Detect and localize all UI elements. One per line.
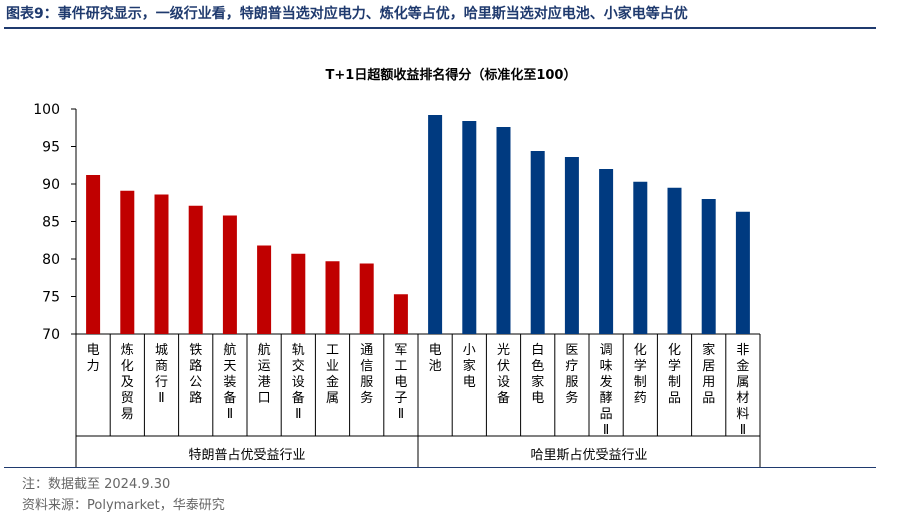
category-label: 调味发酵品 Ⅱ xyxy=(600,343,613,438)
category-label: 电力 xyxy=(87,343,100,374)
category-label: 城商行 Ⅱ xyxy=(155,343,168,406)
y-tick-label: 75 xyxy=(42,290,60,306)
y-tick-label: 95 xyxy=(42,140,60,156)
bar-8 xyxy=(325,261,340,334)
bar-4 xyxy=(188,205,203,334)
category-label: 军工电子 Ⅱ xyxy=(394,343,407,422)
category-label: 非金属材料 Ⅱ xyxy=(736,343,749,438)
category-label: 医疗服务 xyxy=(565,343,578,406)
category-label: 化学制药 xyxy=(634,343,647,406)
category-label: 光伏设备 xyxy=(497,343,510,406)
y-tick-label: 80 xyxy=(42,252,60,268)
category-label: 家居用品 xyxy=(702,342,715,406)
chart-title: T+1日超额收益排名得分（标准化至100） xyxy=(325,68,577,83)
group-label: 特朗普占优受益行业 xyxy=(188,448,305,463)
category-label: 化学制品 xyxy=(668,343,681,406)
figure-title: 图表9：事件研究显示，一级行业看，特朗普当选对应电力、炼化等占优，哈里斯当选对应… xyxy=(6,6,688,22)
category-label: 炼化及贸易 xyxy=(121,343,134,422)
bar-7 xyxy=(291,253,306,334)
bar-5 xyxy=(222,215,237,334)
bar-16 xyxy=(599,169,614,334)
data-source: 资料来源：Polymarket，华泰研究 xyxy=(22,498,225,513)
y-tick-label: 70 xyxy=(42,327,60,343)
y-tick-label: 85 xyxy=(42,215,60,231)
category-label: 工业金属 xyxy=(326,343,339,406)
bar-13 xyxy=(496,127,511,334)
y-tick-label: 100 xyxy=(33,102,60,118)
category-label: 航运港口 xyxy=(258,342,271,406)
bar-19 xyxy=(701,199,716,334)
bar-17 xyxy=(633,181,648,334)
bar-9 xyxy=(359,263,374,334)
group-label: 哈里斯占优受益行业 xyxy=(530,448,647,463)
footer-divider xyxy=(4,467,876,468)
bar-1 xyxy=(86,175,101,334)
category-label: 白色家电 xyxy=(531,342,544,406)
bar-14 xyxy=(530,151,545,334)
bar-10 xyxy=(393,294,408,334)
bar-20 xyxy=(735,211,750,334)
category-label: 电池 xyxy=(429,343,442,374)
category-label: 通信服务 xyxy=(360,343,373,406)
y-tick-label: 90 xyxy=(42,177,60,193)
bar-15 xyxy=(564,157,579,334)
category-label: 铁路公路 xyxy=(189,343,202,406)
category-label: 轨交设备 Ⅱ xyxy=(292,343,305,422)
bar-12 xyxy=(462,121,477,334)
bar-6 xyxy=(257,245,272,334)
bar-3 xyxy=(154,194,169,334)
bar-11 xyxy=(428,115,443,334)
category-label: 小家电 xyxy=(463,343,476,390)
bar-2 xyxy=(120,190,135,334)
category-label: 航天装备 Ⅱ xyxy=(223,342,236,422)
header-divider xyxy=(4,27,876,29)
bar-18 xyxy=(667,187,682,334)
data-note: 注：数据截至 2024.9.30 xyxy=(22,477,171,492)
